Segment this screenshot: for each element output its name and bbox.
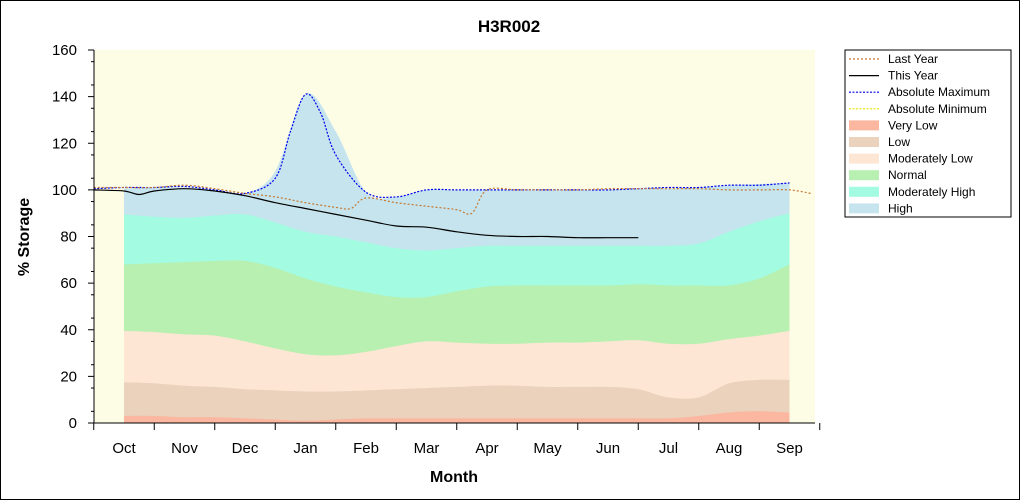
legend-entry-label: Absolute Minimum: [888, 102, 987, 116]
line-absolute-maximum: [93, 93, 790, 199]
y-tick-label: 60: [60, 275, 77, 292]
band-areas: [124, 93, 790, 424]
legend-swatch-band: [849, 170, 879, 181]
legend-entry-label: Very Low: [888, 118, 938, 132]
x-tick-label: Jun: [596, 440, 620, 457]
y-ticks: 0 20 40 60 80 100 120 140 160: [52, 42, 94, 432]
y-tick-label: 80: [60, 229, 77, 246]
y-tick-label: 100: [52, 182, 77, 199]
y-tick-label: 40: [60, 322, 77, 339]
x-tick-label: Sep: [776, 440, 803, 457]
legend: Last Year This Year Absolute Maximum Absolu…: [844, 49, 1012, 218]
legend-entry-label: Moderately High: [888, 185, 975, 199]
band-very-low: [124, 411, 790, 423]
legend-swatch-band: [849, 137, 879, 147]
x-tick-label: May: [533, 440, 562, 457]
legend-entry-label: Absolute Maximum: [888, 85, 990, 99]
series-lines: [93, 93, 811, 239]
x-tick-label: Feb: [353, 440, 379, 457]
legend-entry-label: High: [888, 201, 913, 215]
x-tick-label: Nov: [171, 440, 198, 457]
legend-entry-label: This Year: [888, 69, 938, 83]
x-tick-label: Jul: [659, 440, 678, 457]
y-tick-label: 0: [69, 415, 77, 432]
y-tick-label: 20: [60, 368, 77, 385]
legend-entry-label: Last Year: [888, 52, 938, 66]
y-tick-label: 120: [52, 135, 77, 152]
legend-swatch-band: [849, 203, 879, 214]
legend-entry-label: Low: [888, 135, 910, 149]
x-tick-label: Apr: [475, 440, 498, 457]
y-tick-label: 160: [52, 42, 77, 59]
y-axis-label: % Storage: [16, 198, 33, 276]
x-tick-label: Mar: [414, 440, 440, 457]
y-tick-label: 140: [52, 89, 77, 106]
x-tick-label: Aug: [716, 440, 743, 457]
band-low: [124, 379, 790, 423]
x-ticks: Oct Nov Dec Jan Feb Mar Apr May Jun Jul Aug Sep: [93, 423, 821, 457]
legend-entry-label: Moderately Low: [888, 152, 973, 166]
x-tick-label: Oct: [112, 440, 136, 457]
legend-swatch-band: [849, 120, 879, 131]
line-last-year: [93, 184, 811, 215]
x-tick-label: Jan: [293, 440, 317, 457]
legend-swatch-band: [849, 186, 879, 197]
line-this-year: [93, 188, 639, 239]
x-axis-label: Month: [430, 469, 478, 486]
x-tick-label: Dec: [232, 440, 259, 457]
legend-entry-label: Normal: [888, 168, 927, 182]
chart-title: H3R002: [478, 17, 540, 36]
legend-swatch-band: [849, 153, 879, 164]
